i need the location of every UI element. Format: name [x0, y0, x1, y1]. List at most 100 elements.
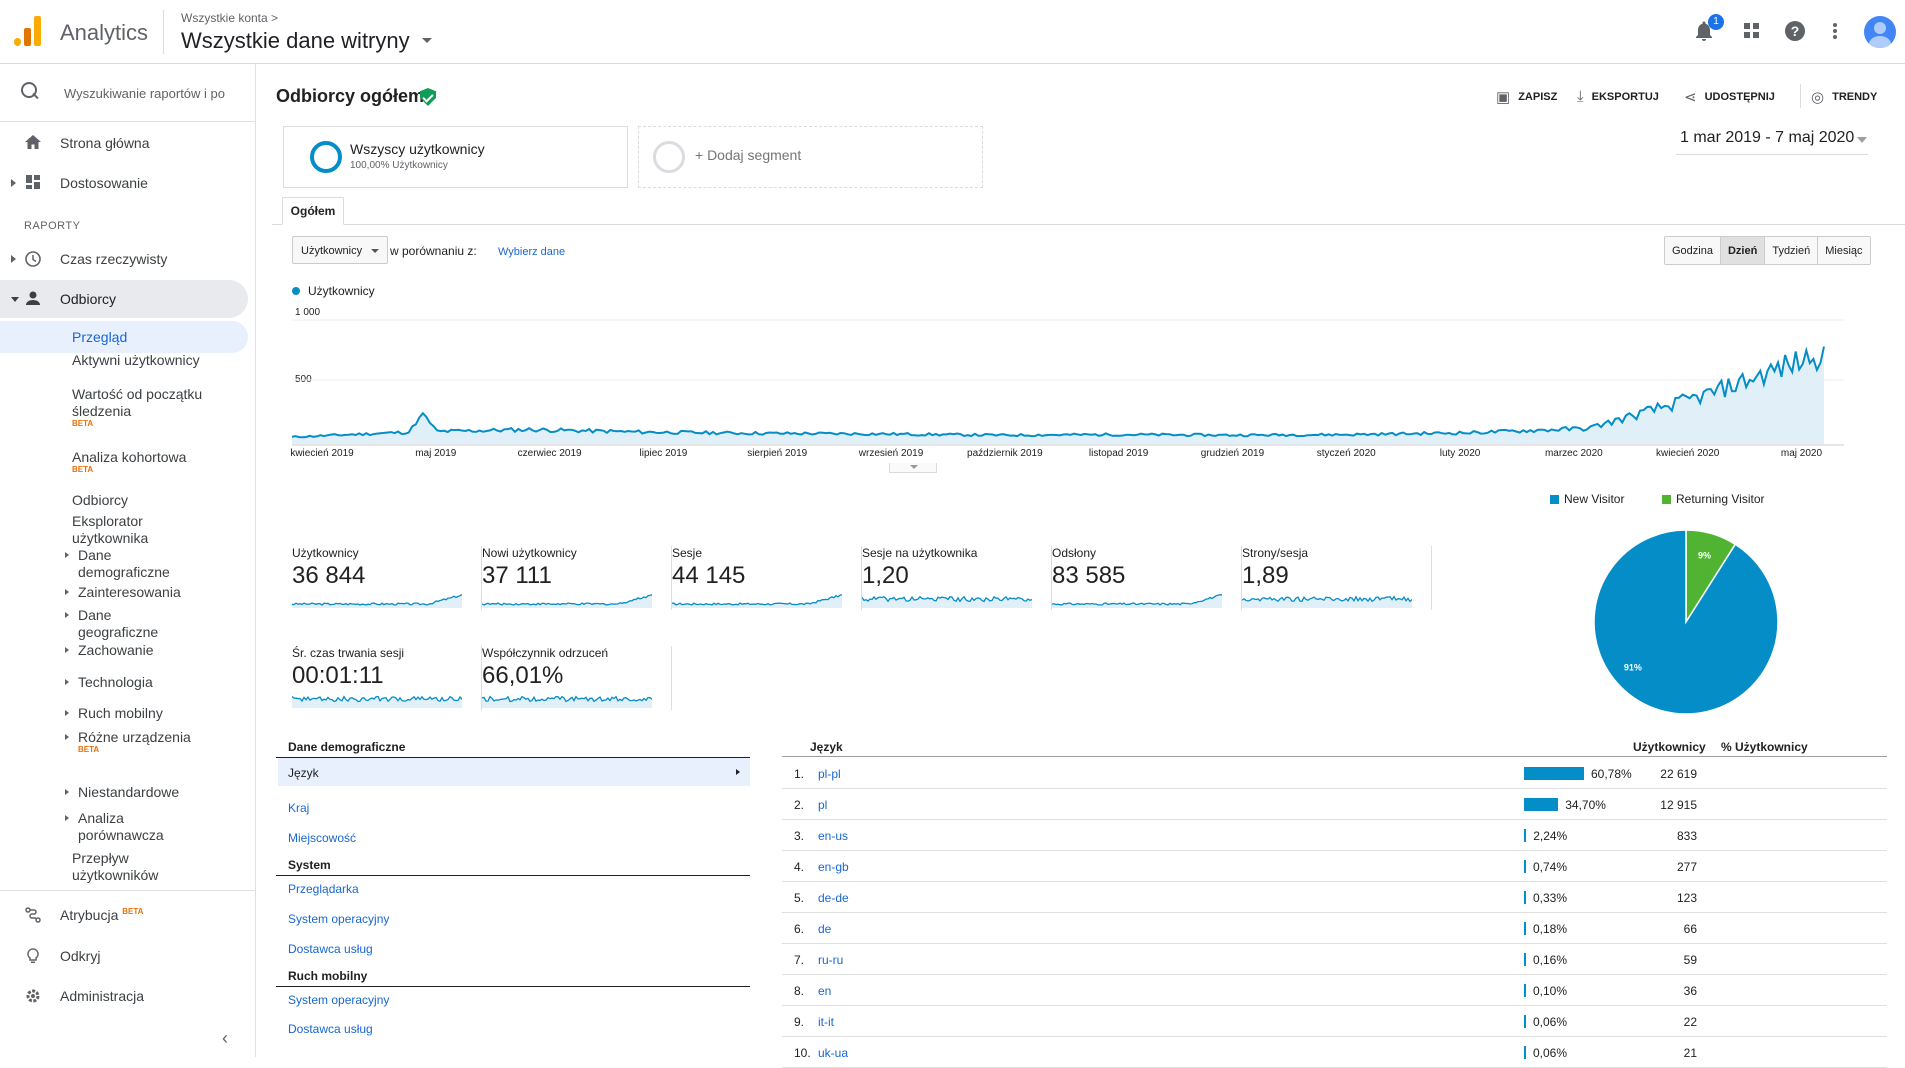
sidebar-item-active-users[interactable]: Aktywni użytkownicy	[72, 352, 200, 368]
demographics-link-language[interactable]: Język	[278, 758, 750, 786]
property-selector[interactable]: Wszystkie dane witryny	[181, 28, 410, 53]
system-link-os[interactable]: System operacyjny	[288, 912, 390, 926]
pie-value-label: 91%	[1624, 662, 1642, 672]
x-tick-label: czerwiec 2019	[517, 448, 582, 459]
metric-name: Użytkownicy	[292, 546, 359, 560]
sidebar-item-audience[interactable]: Odbiorcy	[0, 280, 248, 318]
users-value: 66	[1683, 922, 1697, 936]
mobile-link-os[interactable]: System operacyjny	[288, 993, 390, 1007]
sidebar-item-user-explorer[interactable]: Eksplorator użytkownika	[72, 513, 149, 546]
system-link-provider[interactable]: Dostawca usług	[288, 942, 373, 956]
language-link[interactable]: en-gb	[818, 860, 849, 874]
apps-grid-icon[interactable]	[1739, 18, 1765, 44]
language-link[interactable]: de	[818, 922, 832, 936]
sidebar-item-customization[interactable]: Dostosowanie	[0, 164, 248, 202]
sidebar-item-cross-device[interactable]: Różne urządzenia BETA	[65, 729, 228, 754]
metric-card[interactable]: Nowi użytkownicy 37 111	[482, 546, 672, 610]
sidebar-item-realtime[interactable]: Czas rzeczywisty	[0, 240, 248, 278]
help-icon[interactable]: ?	[1782, 18, 1808, 44]
tab-divider	[272, 224, 1905, 225]
pie-legend-new: New Visitor	[1550, 492, 1624, 506]
language-link[interactable]: uk-ua	[818, 1046, 849, 1060]
sidebar-item-overview[interactable]: Przegląd	[0, 321, 248, 353]
sidebar-item-interests[interactable]: Zainteresowania	[65, 584, 228, 601]
sidebar-item-benchmarking[interactable]: Analiza porównawcza	[65, 810, 178, 844]
language-link[interactable]: en	[818, 984, 832, 998]
metric-card[interactable]: Strony/sesja 1,89	[1242, 546, 1432, 610]
language-link[interactable]: pl-pl	[818, 767, 841, 781]
users-line-chart[interactable]	[292, 316, 1844, 446]
metric-card[interactable]: Sesje 44 145	[672, 546, 862, 610]
language-link[interactable]: it-it	[818, 1015, 834, 1029]
pct-bar	[1524, 953, 1526, 966]
visitor-pie-chart[interactable]: 9% 91%	[1588, 524, 1784, 720]
add-segment-button[interactable]: + Dodaj segment	[638, 126, 983, 188]
lightbulb-icon	[24, 948, 42, 966]
segment-all-users[interactable]: Wszyscy użytkownicy 100,00% Użytkownicy	[283, 126, 628, 188]
more-vert-icon[interactable]	[1822, 18, 1848, 44]
metric-dropdown[interactable]: Użytkownicy	[292, 236, 388, 264]
tab-overview[interactable]: Ogółem	[282, 197, 344, 225]
main-content: Odbiorcy ogółem ▣ ZAPISZ ⤓ EKSPORTUJ ⋖ UDOS…	[256, 64, 1905, 1068]
pct-value: 0,06%	[1533, 1015, 1568, 1029]
sidebar-item-geo[interactable]: Dane geograficzne	[65, 607, 178, 641]
share-button[interactable]: ⋖ UDOSTĘPNIJ	[1684, 89, 1775, 106]
chevron-down-icon[interactable]	[1857, 137, 1867, 143]
expand-arrow-icon	[11, 255, 16, 263]
chevron-down-icon[interactable]	[422, 38, 432, 43]
metric-card[interactable]: Odsłony 83 585	[1052, 546, 1242, 610]
language-link[interactable]: en-us	[818, 829, 849, 843]
insights-button[interactable]: ◎ TRENDY	[1811, 89, 1878, 106]
sidebar-item-home[interactable]: Strona główna	[0, 124, 248, 162]
sidebar-item-lifetime-value[interactable]: Wartość od początku śledzenia BETA	[72, 386, 222, 428]
pct-bar	[1524, 891, 1526, 904]
avatar[interactable]	[1864, 16, 1896, 48]
sidebar-item-mobile[interactable]: Ruch mobilny	[65, 705, 228, 722]
select-metric-link[interactable]: Wybierz dane	[498, 246, 566, 258]
sidebar-item-discover[interactable]: Odkryj	[0, 937, 248, 975]
demographics-link-country[interactable]: Kraj	[288, 801, 310, 815]
pct-bar	[1524, 922, 1526, 935]
metric-card[interactable]: Współczynnik odrzuceń 66,01%	[482, 646, 672, 710]
breadcrumb[interactable]: Wszystkie konta >	[181, 11, 279, 25]
sidebar-item-demographics[interactable]: Dane demograficzne	[65, 547, 198, 581]
users-value: 36	[1683, 984, 1697, 998]
granularity-hour[interactable]: Godzina	[1665, 237, 1721, 264]
sidebar-item-custom[interactable]: Niestandardowe	[65, 784, 228, 801]
demographics-link-city[interactable]: Miejscowość	[288, 831, 357, 845]
language-link[interactable]: ru-ru	[818, 953, 844, 967]
sidebar-item-attribution[interactable]: Atrybucja BETA	[0, 896, 248, 934]
bell-icon[interactable]	[1691, 18, 1717, 44]
export-button[interactable]: ⤓ EKSPORTUJ	[1577, 88, 1659, 105]
save-button[interactable]: ▣ ZAPISZ	[1496, 89, 1558, 106]
metric-card[interactable]: Użytkownicy 36 844	[292, 546, 482, 610]
search-input[interactable]: Wyszukiwanie raportów i po	[64, 86, 226, 101]
granularity-day[interactable]: Dzień	[1720, 237, 1766, 264]
sidebar-item-audiences[interactable]: Odbiorcy	[72, 492, 129, 508]
mobile-link-provider[interactable]: Dostawca usług	[288, 1022, 373, 1036]
analytics-logo[interactable]	[14, 16, 42, 46]
granularity-week[interactable]: Tydzień	[1765, 237, 1819, 264]
sidebar-item-technology[interactable]: Technologia	[65, 674, 228, 691]
users-value: 22 619	[1660, 767, 1697, 781]
report-search[interactable]: Wyszukiwanie raportów i po	[0, 64, 256, 122]
table-row: 7. ru-ru 59 0,16%	[782, 944, 1887, 975]
sidebar-item-cohort[interactable]: Analiza kohortowa BETA	[72, 449, 222, 474]
granularity-month[interactable]: Miesiąc	[1818, 237, 1870, 264]
collapse-sidebar-icon[interactable]: ‹	[222, 1028, 228, 1048]
system-link-browser[interactable]: Przeglądarka	[288, 882, 359, 896]
date-range-picker[interactable]: 1 mar 2019 - 7 maj 2020	[1680, 129, 1855, 146]
chart-collapse-handle[interactable]	[889, 463, 937, 473]
page-title: Odbiorcy ogółem	[276, 86, 425, 106]
save-icon: ▣	[1496, 89, 1511, 106]
language-link[interactable]: pl	[818, 798, 828, 812]
sidebar-item-users-flow[interactable]: Przepływ użytkowników	[72, 850, 159, 883]
sidebar-item-admin[interactable]: Administracja	[0, 977, 248, 1015]
expand-arrow-icon	[11, 179, 16, 187]
sidebar-item-behavior[interactable]: Zachowanie	[65, 642, 228, 659]
metric-card[interactable]: Sesje na użytkownika 1,20	[862, 546, 1052, 610]
language-link[interactable]: de-de	[818, 891, 849, 905]
pct-value: 0,06%	[1533, 1046, 1568, 1060]
table-header-pct-users: % Użytkownicy	[1721, 740, 1808, 754]
metric-card[interactable]: Śr. czas trwania sesji 00:01:11	[292, 646, 482, 710]
